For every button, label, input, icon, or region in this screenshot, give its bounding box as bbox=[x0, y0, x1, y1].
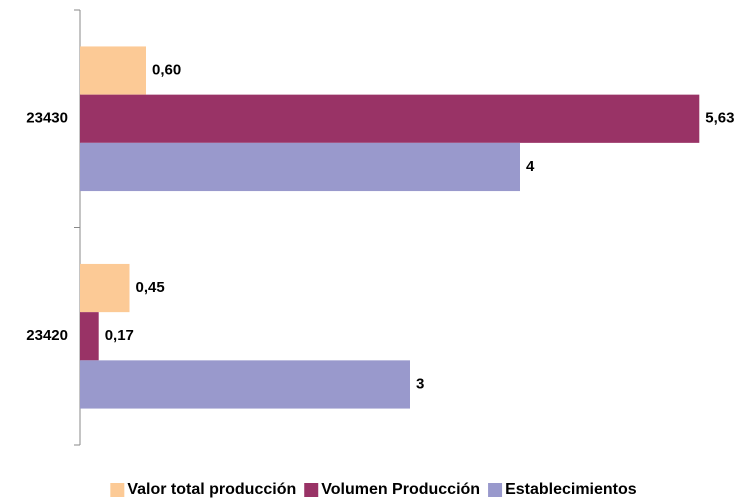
value-label: 4 bbox=[526, 158, 535, 175]
value-label: 0,45 bbox=[136, 279, 165, 296]
legend-swatch bbox=[110, 483, 125, 497]
bar bbox=[80, 312, 99, 361]
bar bbox=[80, 142, 520, 192]
bar bbox=[80, 263, 130, 313]
value-label: 0,60 bbox=[152, 62, 181, 79]
bar bbox=[80, 94, 700, 143]
value-label: 5,63 bbox=[705, 110, 734, 127]
legend-label: Valor total producción bbox=[127, 481, 296, 498]
legend-swatch bbox=[488, 483, 503, 497]
category-label: 23430 bbox=[26, 110, 68, 127]
bar bbox=[80, 46, 146, 95]
legend-label: Volumen Producción bbox=[321, 481, 480, 498]
bar bbox=[80, 360, 410, 409]
category-label: 23420 bbox=[26, 327, 68, 344]
legend-swatch bbox=[304, 483, 319, 497]
legend-label: Establecimientos bbox=[505, 481, 637, 498]
value-label: 3 bbox=[416, 375, 424, 392]
value-label: 0,17 bbox=[105, 327, 134, 344]
